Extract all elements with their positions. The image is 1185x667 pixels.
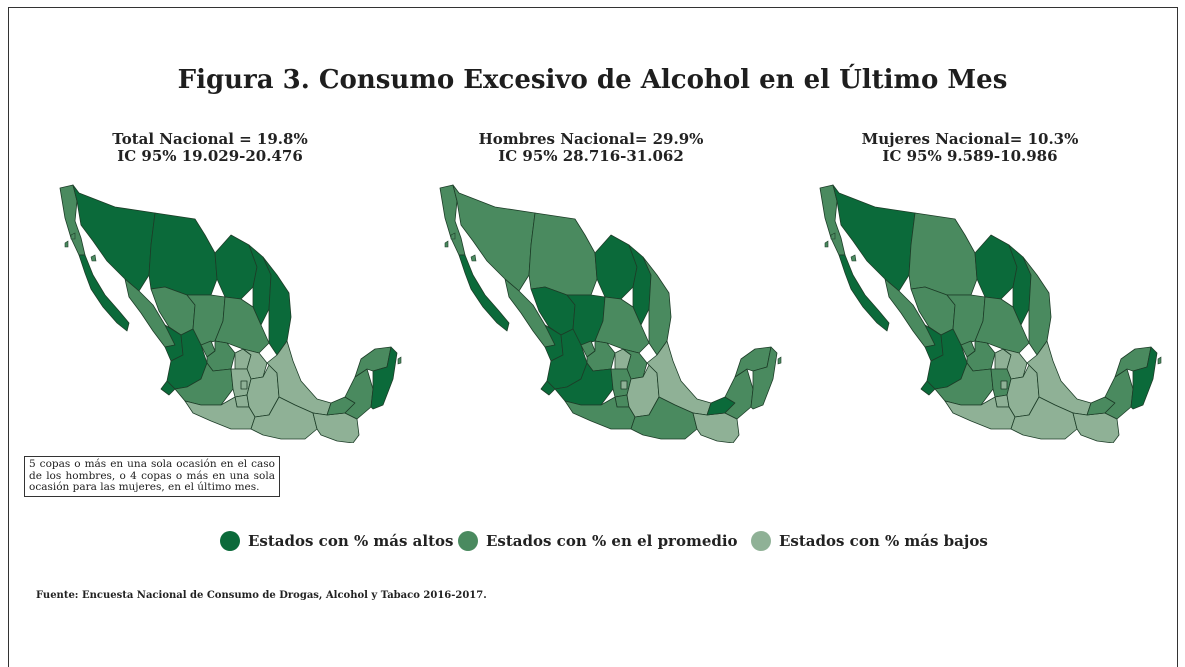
legend-item-high: Estados con % más altos bbox=[220, 529, 453, 553]
island-3 bbox=[777, 356, 782, 365]
legend-swatch-average bbox=[458, 531, 478, 551]
state-coah bbox=[974, 234, 1018, 300]
legend-label-low: Estados con % más bajos bbox=[779, 532, 988, 550]
map-total bbox=[59, 184, 402, 443]
island-1 bbox=[64, 240, 69, 248]
state-qroo bbox=[370, 346, 398, 410]
state-cdmx bbox=[240, 380, 248, 390]
map-hombres bbox=[439, 184, 782, 443]
island-2 bbox=[470, 254, 477, 262]
definition-note: 5 copas o más en una sola ocasión en el … bbox=[24, 456, 280, 497]
legend-swatch-low bbox=[751, 531, 771, 551]
state-col bbox=[920, 380, 936, 396]
state-camp bbox=[724, 368, 754, 420]
state-coah bbox=[594, 234, 638, 300]
source-note: Fuente: Encuesta Nacional de Consumo de … bbox=[36, 590, 487, 601]
state-chis bbox=[312, 412, 360, 443]
island-0 bbox=[70, 232, 76, 240]
island-2 bbox=[850, 254, 857, 262]
legend-label-high: Estados con % más altos bbox=[248, 532, 454, 550]
map-hombres-line2: IC 95% 28.716-31.062 bbox=[498, 147, 684, 165]
state-qroo bbox=[750, 346, 778, 410]
island-3 bbox=[1157, 356, 1162, 365]
state-bcs bbox=[838, 254, 890, 332]
legend-swatch-high bbox=[220, 531, 240, 551]
state-chih bbox=[908, 212, 978, 296]
map-mujeres bbox=[819, 184, 1162, 443]
state-camp bbox=[1104, 368, 1134, 420]
map-mujeres-line2: IC 95% 9.589-10.986 bbox=[882, 147, 1058, 165]
state-bcs bbox=[458, 254, 510, 332]
map-total-line1: Total Nacional = 19.8% bbox=[112, 130, 308, 148]
state-cdmx bbox=[1000, 380, 1008, 390]
map-hombres-line1: Hombres Nacional= 29.9% bbox=[478, 130, 704, 148]
state-son bbox=[72, 184, 156, 292]
state-gro bbox=[564, 396, 636, 430]
state-chih bbox=[528, 212, 598, 296]
state-son bbox=[452, 184, 536, 292]
state-coah bbox=[214, 234, 258, 300]
state-chih bbox=[148, 212, 218, 296]
map-header-hombres: Hombres Nacional= 29.9% IC 95% 28.716-31… bbox=[441, 131, 741, 165]
island-0 bbox=[450, 232, 456, 240]
figure-title: Figura 3. Consumo Excesivo de Alcohol en… bbox=[177, 65, 1008, 95]
island-2 bbox=[90, 254, 97, 262]
state-camp bbox=[344, 368, 374, 420]
map-mujeres-line1: Mujeres Nacional= 10.3% bbox=[861, 130, 1079, 148]
state-cdmx bbox=[620, 380, 628, 390]
state-son bbox=[832, 184, 916, 292]
state-col bbox=[160, 380, 176, 396]
state-gro bbox=[184, 396, 256, 430]
state-bcs bbox=[78, 254, 130, 332]
island-0 bbox=[830, 232, 836, 240]
state-qroo bbox=[1130, 346, 1158, 410]
map-total-line2: IC 95% 19.029-20.476 bbox=[117, 147, 303, 165]
legend-item-low: Estados con % más bajos bbox=[751, 529, 988, 553]
map-header-mujeres: Mujeres Nacional= 10.3% IC 95% 9.589-10.… bbox=[820, 131, 1120, 165]
island-3 bbox=[397, 356, 402, 365]
state-col bbox=[540, 380, 556, 396]
island-1 bbox=[444, 240, 449, 248]
state-gro bbox=[944, 396, 1016, 430]
legend-item-average: Estados con % en el promedio bbox=[458, 529, 738, 553]
state-chis bbox=[692, 412, 740, 443]
map-header-total: Total Nacional = 19.8% IC 95% 19.029-20.… bbox=[60, 131, 360, 165]
state-chis bbox=[1072, 412, 1120, 443]
legend-label-average: Estados con % en el promedio bbox=[486, 532, 738, 550]
island-1 bbox=[824, 240, 829, 248]
figure-frame bbox=[8, 7, 1178, 667]
